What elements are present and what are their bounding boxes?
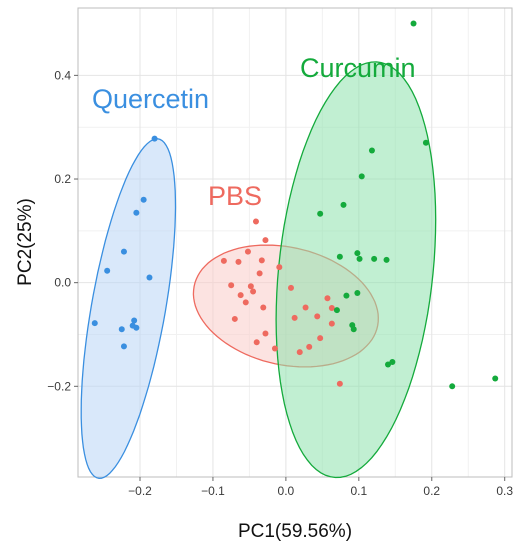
pbs-point <box>314 313 321 320</box>
curcumin-point <box>358 173 365 180</box>
ellipse-layer <box>80 61 437 479</box>
y-tick-label: 0.2 <box>54 172 71 186</box>
curcumin-point <box>356 255 363 262</box>
pbs-point <box>247 283 254 290</box>
curcumin-point <box>336 253 343 260</box>
curcumin-point <box>492 375 499 382</box>
curcumin-ellipse <box>275 61 437 479</box>
curcumin-point <box>354 250 361 257</box>
pbs-point <box>262 237 269 244</box>
point-layer <box>91 20 499 390</box>
x-tick-label: −0.1 <box>201 484 225 498</box>
quercetin-point <box>118 326 125 333</box>
pbs-point <box>235 258 242 265</box>
y-tick-label: 0.0 <box>54 276 71 290</box>
pbs-point <box>244 248 251 255</box>
quercetin-label: Quercetin <box>92 84 209 114</box>
curcumin-point <box>333 307 340 314</box>
curcumin-point <box>354 290 361 297</box>
curcumin-point <box>340 201 347 208</box>
quercetin-point <box>146 274 153 281</box>
x-tick-label: 0.3 <box>496 484 513 498</box>
curcumin-point <box>389 358 396 365</box>
curcumin-point <box>368 147 375 154</box>
pbs-point <box>256 270 263 277</box>
quercetin-point <box>91 320 98 327</box>
pbs-point <box>328 305 335 312</box>
x-tick-label: 0.2 <box>423 484 440 498</box>
quercetin-point <box>120 248 127 255</box>
curcumin-point <box>385 361 391 368</box>
x-tick-label: 0.0 <box>278 484 295 498</box>
x-tick-label: 0.1 <box>350 484 367 498</box>
quercetin-ellipse <box>80 138 177 479</box>
pbs-point <box>220 257 227 264</box>
quercetin-point <box>120 343 127 350</box>
quercetin-point <box>140 196 147 203</box>
y-tick-label: −0.2 <box>47 379 71 393</box>
pbs-point <box>253 339 260 346</box>
pbs-point <box>237 292 244 299</box>
pbs-point <box>250 288 257 295</box>
pbs-point <box>296 349 303 356</box>
pbs-point <box>271 345 278 352</box>
tick-layer: −0.2 −0.1 0.0 0.1 0.2 0.3 −0.2 0.0 0.2 0.4 <box>47 68 513 498</box>
curcumin-label: Curcumin <box>300 53 416 83</box>
x-axis-title: PC1(59.56%) <box>238 521 352 542</box>
pbs-point <box>231 315 238 322</box>
curcumin-point <box>350 326 357 333</box>
curcumin-point <box>383 256 390 263</box>
curcumin-point <box>371 255 378 262</box>
pbs-point <box>328 320 335 327</box>
pbs-point <box>242 299 249 306</box>
pbs-label: PBS <box>208 181 262 211</box>
pbs-point <box>258 257 265 264</box>
pbs-point <box>276 264 283 271</box>
pbs-point <box>324 295 331 302</box>
pbs-point <box>228 282 235 289</box>
pbs-point <box>252 218 259 225</box>
curcumin-point <box>343 292 350 299</box>
plot-border <box>77 7 513 478</box>
curcumin-point <box>422 139 429 146</box>
quercetin-point <box>131 317 138 324</box>
pbs-point <box>291 314 298 321</box>
quercetin-point <box>133 209 140 216</box>
pbs-point <box>260 304 267 311</box>
pbs-point <box>262 330 269 337</box>
pbs-point <box>336 380 343 387</box>
pbs-point <box>302 304 309 311</box>
curcumin-point <box>410 20 417 27</box>
pbs-point <box>287 284 294 291</box>
curcumin-point <box>449 383 456 390</box>
pbs-point <box>317 335 324 342</box>
y-tick-label: 0.4 <box>54 68 71 82</box>
quercetin-point <box>104 267 111 274</box>
quercetin-point <box>133 324 140 331</box>
y-axis-title: PC2(25%) <box>15 198 36 286</box>
quercetin-point <box>151 135 158 142</box>
curcumin-point <box>317 210 324 217</box>
x-tick-label: −0.2 <box>128 484 152 498</box>
pbs-point <box>306 343 313 350</box>
